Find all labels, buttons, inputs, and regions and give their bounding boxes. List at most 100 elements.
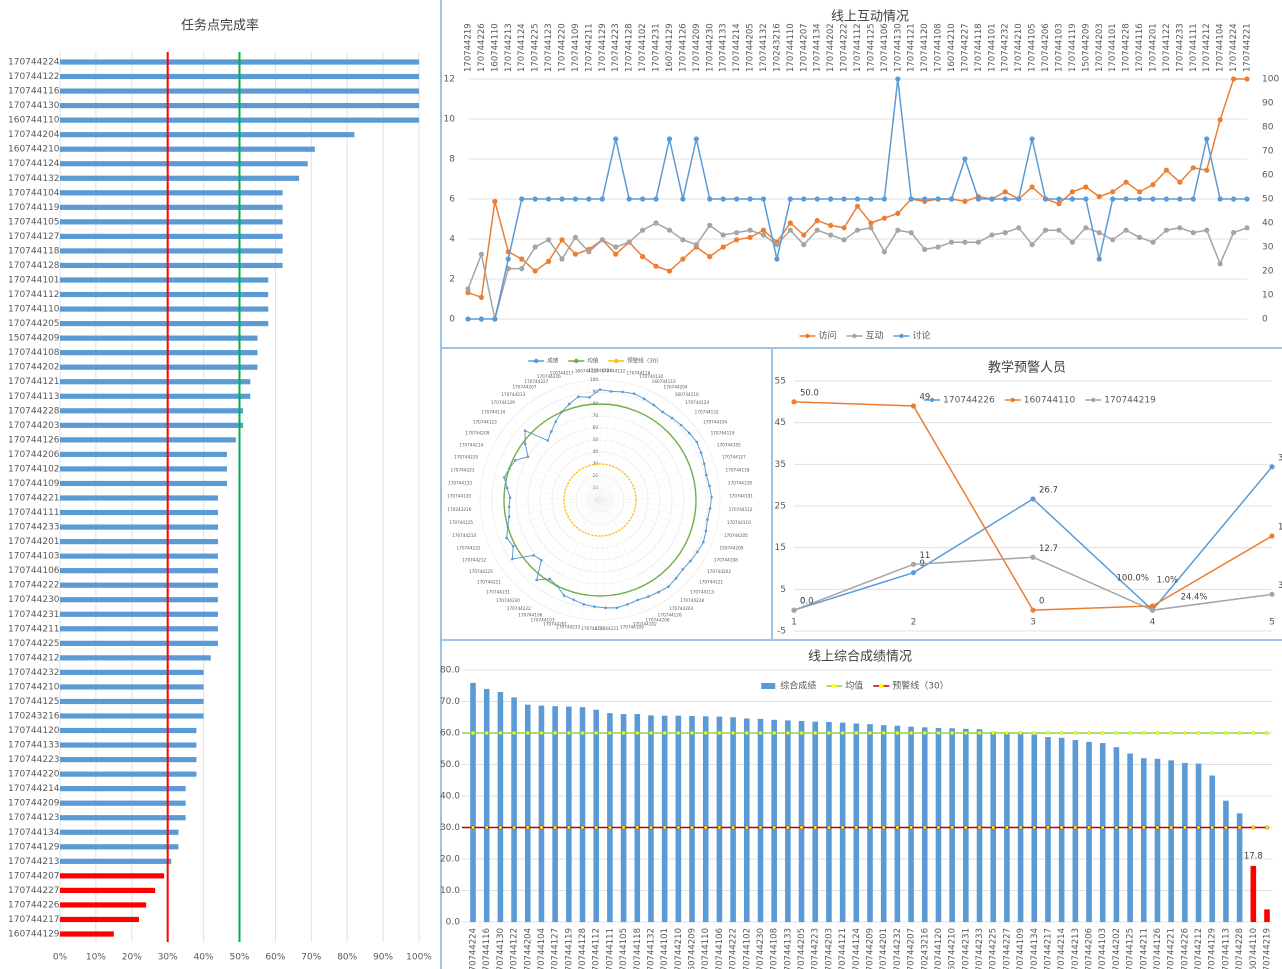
y2-tick-label: 60 <box>1262 171 1274 181</box>
legend: 综合成绩 均值 预警线（30） <box>761 680 949 692</box>
point <box>708 484 711 488</box>
category-label: 170744121 <box>699 580 723 585</box>
legend-label: 成绩 <box>547 357 559 365</box>
point <box>734 237 740 243</box>
r-tick-label: 100 <box>590 377 598 382</box>
bar <box>60 698 204 705</box>
legend-label: 互动 <box>865 331 883 342</box>
category-label: 170744113 <box>690 589 714 594</box>
point <box>935 196 941 202</box>
spoke <box>481 499 601 522</box>
point <box>1096 230 1102 236</box>
point <box>562 594 566 597</box>
bar <box>552 706 558 922</box>
point <box>908 196 914 202</box>
category-label: 170744123 <box>473 420 497 425</box>
r-tick-label: 90 <box>593 389 599 394</box>
legend-marker <box>614 358 619 364</box>
point <box>1056 227 1062 233</box>
category-label: 170744204 <box>664 385 688 390</box>
legend-marker <box>1010 397 1015 403</box>
spoke <box>480 484 601 501</box>
reference-marker <box>936 825 941 830</box>
data-label: 11 <box>920 551 931 561</box>
x-tick-label: 170744112 <box>592 928 602 969</box>
point <box>1110 237 1116 243</box>
point <box>801 232 807 238</box>
y-tick-label: -5 <box>777 627 786 637</box>
reference-marker <box>662 731 667 735</box>
point <box>535 578 538 582</box>
point <box>854 196 861 202</box>
bar <box>908 726 914 922</box>
spoke <box>599 389 649 501</box>
bar <box>60 887 156 893</box>
bar <box>730 717 736 922</box>
point <box>599 237 605 243</box>
reference-marker <box>895 825 900 830</box>
point <box>545 258 552 264</box>
point <box>787 220 793 226</box>
spoke <box>480 499 601 510</box>
bar <box>1127 753 1133 922</box>
x-tick-label: 160744129 <box>665 23 675 72</box>
bar <box>60 640 218 646</box>
category-label: 170744127 <box>722 455 746 460</box>
point <box>962 198 968 204</box>
reference-marker <box>1100 825 1105 830</box>
spoke <box>557 499 601 613</box>
bar <box>1223 800 1229 922</box>
x-tick-label: 170744130 <box>496 928 506 969</box>
point <box>519 256 525 262</box>
legend: 访问 互动 讨论 <box>799 330 931 342</box>
point <box>680 196 686 202</box>
point <box>626 196 632 202</box>
y-tick-label: 170744212 <box>8 653 60 663</box>
spoke <box>497 438 601 501</box>
point <box>734 230 740 236</box>
bar <box>60 306 269 312</box>
x-tick-label: 170744110 <box>701 928 711 969</box>
y-tick-label: 170744213 <box>8 857 60 867</box>
y-tick-label: 170744104 <box>8 188 60 198</box>
reference-marker <box>977 825 982 830</box>
category-label: 170744230 <box>496 598 520 603</box>
x-tick-label: 170744210 <box>674 928 684 969</box>
point <box>621 390 624 394</box>
y-tick-label: 170744227 <box>8 886 60 896</box>
spoke <box>599 380 613 501</box>
bar <box>60 568 218 574</box>
y-tick-label: 170744226 <box>8 900 60 910</box>
category-label: 170744227 <box>524 379 548 384</box>
point <box>681 567 685 571</box>
x-tick-label: 170744217 <box>1043 928 1053 969</box>
x-tick-label: 170744121 <box>907 23 917 72</box>
bar <box>648 715 654 922</box>
point <box>881 215 887 221</box>
x-tick-label: 170744102 <box>742 928 752 969</box>
reference-marker <box>963 731 968 735</box>
bar <box>607 713 613 922</box>
y-tick-label: 170744127 <box>8 232 60 242</box>
bar <box>60 684 204 690</box>
reference-marker <box>703 825 708 830</box>
point <box>507 505 511 509</box>
bar <box>771 719 777 922</box>
reference-marker <box>471 731 475 735</box>
spoke <box>530 402 601 501</box>
point <box>646 595 650 598</box>
reference-marker <box>772 731 777 735</box>
x-tick-label: 170243216 <box>920 928 930 969</box>
reference-marker <box>525 825 530 830</box>
point <box>1029 184 1035 190</box>
category-label: 170744132 <box>695 409 719 414</box>
y-tick-label: 170744207 <box>8 871 60 881</box>
bar <box>1264 909 1270 922</box>
x-tick-label: 1 <box>791 618 797 628</box>
x-tick-label: 170744223 <box>611 23 621 72</box>
legend-label: 170744226 <box>943 396 995 406</box>
x-tick-label: 170744116 <box>482 928 492 969</box>
reference-marker <box>553 731 558 735</box>
x-tick-label: 170744130 <box>893 23 903 72</box>
category-label: 170744102 <box>633 622 657 627</box>
